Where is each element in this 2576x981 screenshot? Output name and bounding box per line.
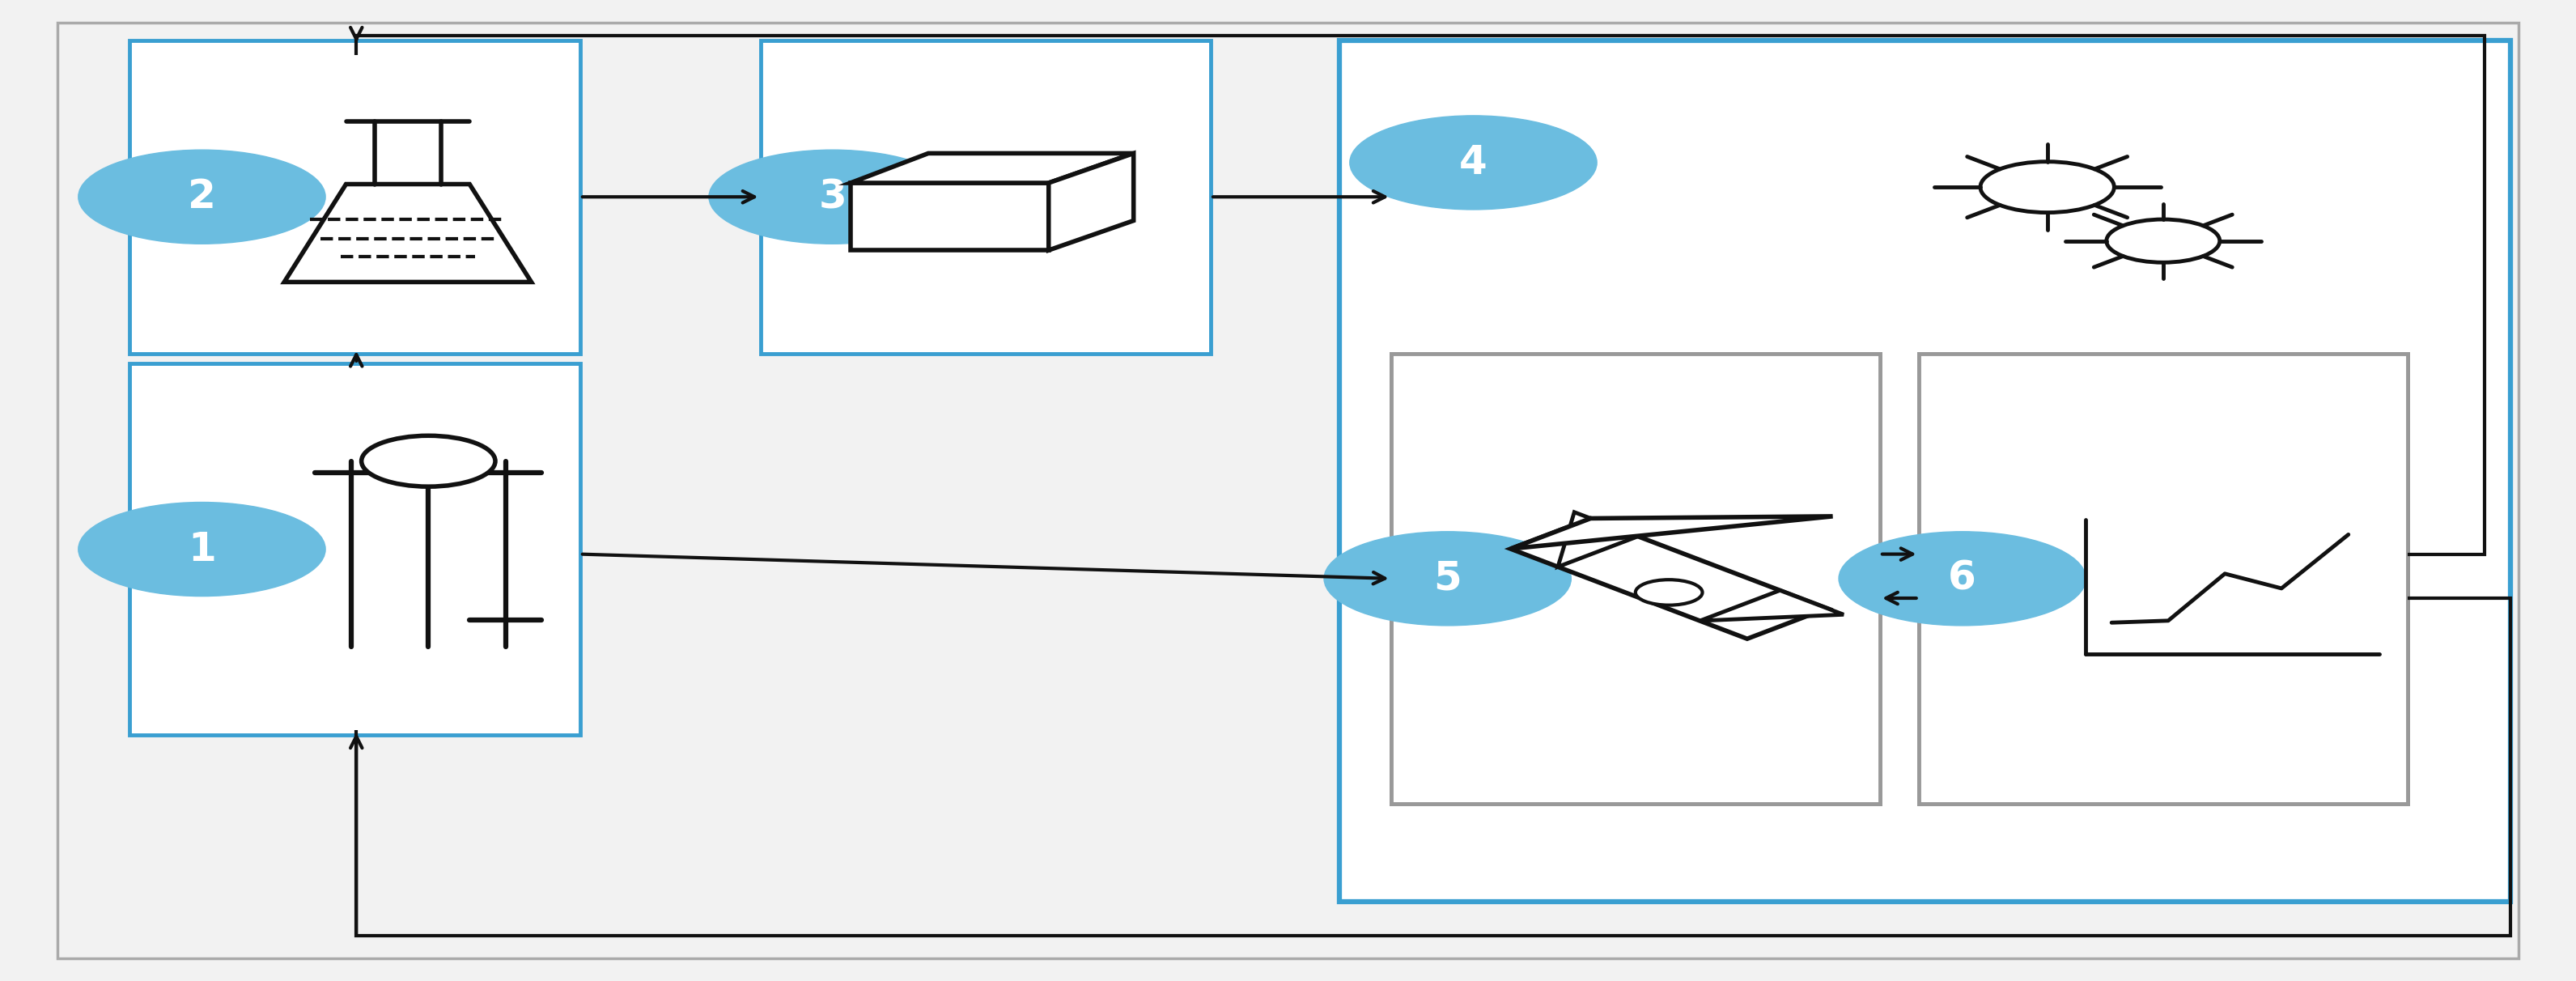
Polygon shape — [283, 184, 531, 282]
Circle shape — [1839, 532, 2087, 626]
Bar — [1919, 353, 2409, 803]
Polygon shape — [1700, 591, 1844, 621]
Bar — [760, 40, 1211, 353]
Circle shape — [77, 150, 325, 244]
Bar — [129, 40, 580, 353]
Bar — [1340, 40, 2512, 902]
Text: 5: 5 — [1432, 559, 1461, 598]
Polygon shape — [1558, 512, 1638, 567]
Bar — [1391, 353, 1880, 803]
Bar — [1919, 353, 2409, 803]
Polygon shape — [1510, 516, 1832, 548]
Polygon shape — [850, 182, 1048, 250]
Polygon shape — [850, 153, 1133, 182]
Text: 6: 6 — [1947, 559, 1976, 598]
Bar — [129, 363, 580, 735]
Circle shape — [77, 502, 325, 596]
Text: 3: 3 — [819, 178, 848, 216]
Circle shape — [2107, 220, 2221, 263]
Text: 1: 1 — [188, 530, 216, 569]
Circle shape — [708, 150, 956, 244]
Text: 4: 4 — [1458, 143, 1486, 182]
Circle shape — [1350, 116, 1597, 210]
Circle shape — [1981, 162, 2115, 213]
Circle shape — [361, 436, 495, 487]
Circle shape — [1324, 532, 1571, 626]
Polygon shape — [1048, 153, 1133, 250]
Circle shape — [1636, 580, 1703, 605]
Text: 2: 2 — [188, 178, 216, 216]
Polygon shape — [1510, 518, 1826, 639]
Bar — [1391, 353, 1880, 803]
